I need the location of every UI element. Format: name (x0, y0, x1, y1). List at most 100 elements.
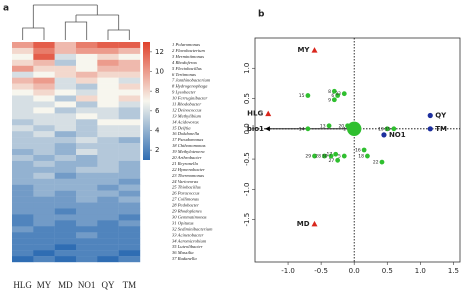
heat-cell (97, 125, 119, 132)
taxon-point (341, 91, 347, 97)
heat-cell (12, 42, 34, 49)
heat-cell (12, 232, 34, 239)
heat-cell (33, 113, 55, 120)
heat-cell (33, 190, 55, 197)
heat-cell (118, 244, 141, 251)
heat-cell (12, 166, 34, 174)
heat-cell (33, 166, 55, 174)
heat-cell (54, 131, 77, 138)
row-label: 11 Rhodobacter (172, 101, 201, 106)
heat-cell (118, 149, 141, 156)
heat-cell (54, 143, 77, 150)
row-label: 30 Gemmatimonas (172, 214, 207, 219)
column-label: TM (123, 280, 137, 290)
heat-cell (118, 137, 141, 144)
heat-cell (12, 149, 34, 156)
heat-cell (33, 238, 55, 245)
heat-cell (33, 131, 55, 138)
heat-cell (76, 149, 98, 156)
heat-cell (12, 137, 34, 144)
heat-cell (118, 83, 141, 90)
heat-cell (118, 256, 141, 263)
row-label: 10 Ferruginibacter (172, 96, 208, 101)
heat-cell (12, 59, 34, 66)
heat-cell (97, 208, 119, 215)
heat-cell (76, 83, 98, 90)
heat-cell (118, 166, 141, 174)
row-label: 7 Janthinobacterium (172, 78, 211, 83)
row-label: 1 Polaromonas (172, 42, 200, 47)
heat-cell (97, 232, 119, 239)
heat-cell (76, 250, 98, 257)
heat-cell (97, 250, 119, 257)
sample-point (265, 110, 272, 117)
heat-cell (54, 250, 77, 257)
heat-cell (118, 226, 141, 233)
colorbar-tick-label: 10 (155, 68, 164, 76)
heat-cell (12, 238, 34, 245)
taxon-label: 9 (328, 97, 331, 103)
heat-cell (118, 143, 141, 150)
heat-cell (54, 256, 77, 263)
heat-cell (33, 149, 55, 156)
heat-cell (76, 184, 98, 191)
taxon-point (335, 93, 341, 98)
taxon-label: 30 (322, 154, 328, 160)
heat-cell (97, 256, 119, 263)
heat-cell (54, 113, 77, 120)
taxon-point (341, 153, 347, 159)
row-label: 34 Aeromicrobium (172, 238, 207, 243)
heat-cell (33, 47, 55, 55)
taxon-point (346, 121, 362, 137)
heat-cell (118, 214, 141, 221)
taxon-label: 35 (385, 126, 391, 132)
row-label: 21 Reyranella (172, 161, 199, 166)
heat-cell (54, 95, 77, 102)
heat-cell (118, 107, 141, 114)
heat-cell (54, 47, 77, 55)
taxon-label: 33 (335, 91, 341, 97)
heat-cell (54, 208, 77, 215)
heat-cell (118, 238, 141, 245)
x-tick-label: -0.5 (314, 267, 328, 275)
column-label: HLG (13, 280, 32, 290)
taxon-point (361, 147, 367, 153)
heat-cell (76, 71, 98, 78)
heat-cell (12, 113, 34, 120)
row-label: 17 Pseudomonas (172, 137, 203, 142)
column-label: NO1 (78, 280, 96, 290)
heat-cell (12, 71, 34, 78)
heat-cell (33, 226, 55, 233)
heat-cell (97, 202, 119, 209)
heat-cell (54, 59, 77, 66)
heat-cell (118, 250, 141, 257)
heat-cell (33, 154, 55, 162)
y-tick-label: 0.0 (243, 123, 251, 134)
heat-cell (54, 107, 77, 114)
heat-cell (97, 77, 119, 84)
taxon-label: 18 (358, 154, 364, 160)
colorbar-tick-label: 6 (155, 107, 160, 115)
taxon-label: 6 (331, 93, 334, 99)
row-label: 19 Methylotenera (172, 149, 205, 154)
heat-cell (33, 71, 55, 78)
heat-cell (12, 244, 34, 251)
heat-cell (76, 53, 98, 61)
heat-cell (97, 119, 119, 126)
heat-cell (97, 184, 119, 191)
heat-cell (76, 256, 98, 263)
colorbar-tick-label: 2 (155, 146, 159, 154)
heat-cell (33, 184, 55, 191)
heat-cell (76, 244, 98, 251)
heat-cell (33, 214, 55, 221)
taxon-point (328, 153, 334, 159)
taxon-point (335, 157, 341, 163)
heat-cell (118, 42, 141, 49)
heat-cell (118, 172, 141, 179)
heat-cell (118, 119, 141, 126)
taxon-label: 1 (343, 126, 346, 132)
heat-cell (12, 131, 34, 138)
heat-cell (118, 53, 141, 61)
heat-cell (76, 214, 98, 221)
